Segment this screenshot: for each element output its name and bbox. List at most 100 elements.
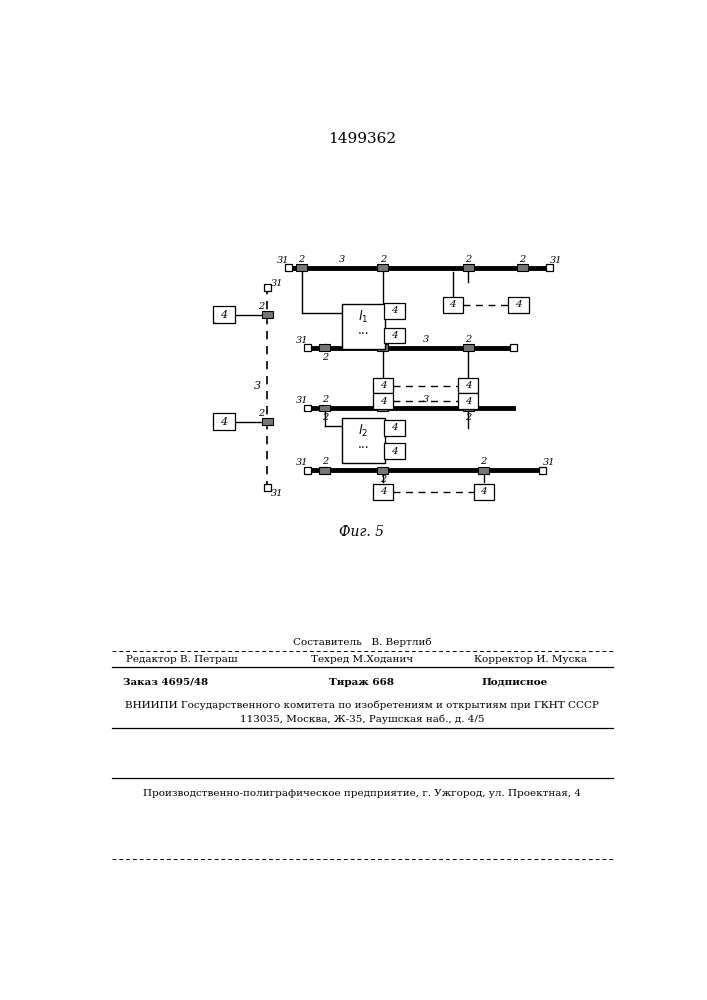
Bar [373,484,393,500]
Text: 2: 2 [258,302,264,311]
Bar [510,344,517,351]
Text: 31: 31 [276,256,289,265]
Bar [546,264,553,271]
Bar [304,467,311,474]
Text: 4: 4 [450,300,456,309]
Text: Заказ 4695/48: Заказ 4695/48 [123,678,209,687]
Bar [264,484,271,491]
Bar [478,467,489,474]
Text: Редактор В. Петраш: Редактор В. Петраш [126,654,237,664]
Bar [458,393,478,409]
Bar [462,264,474,271]
Text: ...: ... [358,324,369,337]
Text: 2: 2 [481,457,486,466]
Text: 4: 4 [380,487,386,496]
Text: 2: 2 [322,457,328,466]
Bar [539,467,546,474]
Bar [304,344,311,351]
Text: 2: 2 [258,409,264,418]
Text: 4: 4 [221,417,228,427]
Text: Техред М.Ходанич: Техред М.Ходанич [311,654,413,664]
Text: Производственно-полиграфическое предприятие, г. Ужгород, ул. Проектная, 4: Производственно-полиграфическое предприя… [143,789,581,798]
Text: 2: 2 [465,395,472,404]
Bar [378,467,388,474]
Text: 2: 2 [322,353,328,362]
Bar [378,264,388,271]
Bar [342,304,385,349]
Bar [378,344,388,351]
Text: 2: 2 [465,413,472,422]
Text: 1499362: 1499362 [328,132,396,146]
Text: Составитель   В. Вертлиб: Составитель В. Вертлиб [293,637,431,647]
Bar [385,420,404,436]
Text: ...: ... [358,438,369,451]
Bar [517,264,528,271]
Bar [385,328,404,343]
Text: 4: 4 [221,310,228,320]
Text: 3: 3 [351,457,357,466]
Bar [320,344,330,351]
Text: 4: 4 [391,331,398,340]
Bar [385,303,404,319]
Bar [264,284,271,291]
Text: 2: 2 [380,255,386,264]
Text: 4: 4 [380,397,386,406]
Text: 3: 3 [339,255,345,264]
Text: 4: 4 [391,447,398,456]
Text: 4: 4 [464,381,472,390]
Bar [458,378,478,393]
Text: Тираж 668: Тираж 668 [329,678,395,687]
Text: 4_lbl: 4_lbl [213,322,216,323]
Text: 31: 31 [271,489,283,498]
Text: Фиг. 5: Фиг. 5 [339,525,385,539]
Text: $l_1$: $l_1$ [358,309,368,325]
Text: 2: 2 [380,395,386,404]
Bar [320,467,330,474]
Text: 2: 2 [465,255,472,264]
Text: $l_2$: $l_2$ [358,423,368,439]
Text: 31: 31 [296,396,308,405]
Bar [213,306,235,323]
Bar [320,405,330,411]
Bar [213,413,235,430]
Text: Подписное: Подписное [481,678,548,687]
Text: 2: 2 [380,335,386,344]
Text: 31: 31 [296,336,308,345]
Text: 4: 4 [380,381,386,390]
Text: 113035, Москва, Ж-35, Раушская наб., д. 4/5: 113035, Москва, Ж-35, Раушская наб., д. … [240,714,484,724]
Text: 2: 2 [380,475,386,484]
Text: ВНИИПИ Государственного комитета по изобретениям и открытиям при ГКНТ СССР: ВНИИПИ Государственного комитета по изоб… [125,700,599,710]
Bar [373,378,393,393]
Bar [462,344,474,351]
Bar [296,264,307,271]
Text: 2: 2 [519,255,525,264]
Bar [373,393,393,409]
Bar [508,297,529,312]
Bar [342,418,385,463]
Text: 3: 3 [422,395,428,404]
Text: 3: 3 [422,335,428,344]
Bar [262,311,273,318]
Text: 31: 31 [296,458,308,467]
Text: 4: 4 [515,300,522,309]
Text: Корректор И. Муска: Корректор И. Муска [474,654,587,664]
Text: 4: 4 [480,487,487,496]
Text: 31: 31 [549,256,562,265]
Text: 4: 4 [464,397,472,406]
Text: 3: 3 [254,381,261,391]
Text: 31: 31 [271,279,283,288]
Bar [378,405,388,411]
Text: 2: 2 [322,413,328,422]
Text: 31: 31 [542,458,555,467]
Text: 2: 2 [465,335,472,344]
Bar [443,297,462,312]
Text: 2: 2 [322,395,328,404]
Bar [285,264,292,271]
Bar [304,405,311,411]
Text: 4: 4 [391,424,398,432]
Text: 4: 4 [391,306,398,315]
Bar [262,418,273,425]
Text: 2: 2 [298,255,305,264]
Bar [385,443,404,459]
Bar [462,405,474,411]
